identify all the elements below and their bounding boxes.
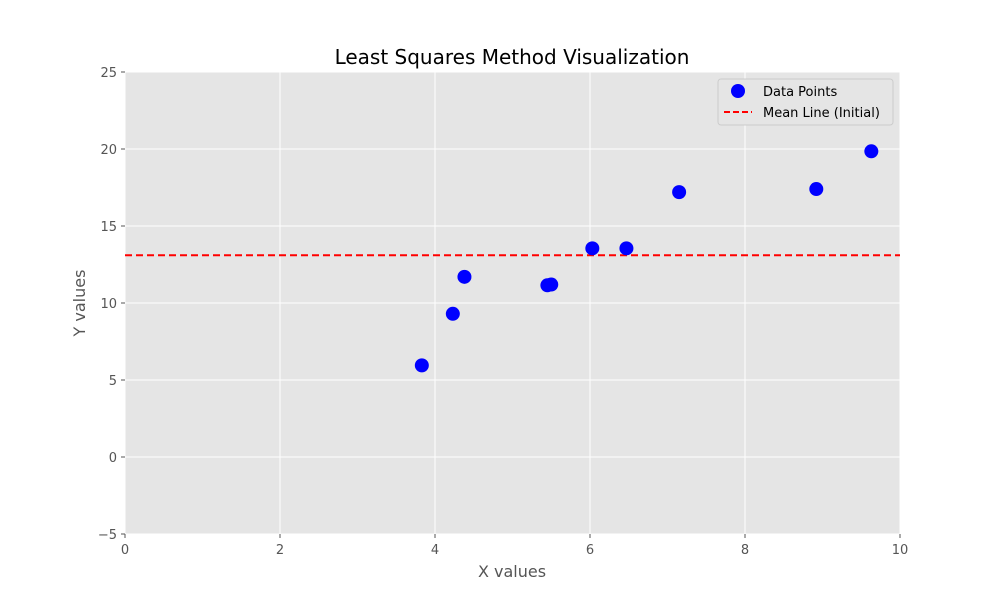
data-point bbox=[544, 277, 559, 292]
y-tick-label: 15 bbox=[100, 220, 117, 235]
data-points-layer bbox=[414, 144, 879, 373]
y-tick-label: 0 bbox=[109, 451, 117, 466]
x-tick-label: 4 bbox=[431, 543, 439, 558]
x-tick-label: 6 bbox=[586, 543, 594, 558]
data-point bbox=[457, 269, 472, 284]
data-point bbox=[414, 358, 429, 373]
tick-layer: 0 2 4 6 8 10 −5 0 5 10 15 20 25 bbox=[98, 66, 908, 558]
data-point bbox=[672, 185, 687, 200]
y-tick-label: 5 bbox=[109, 374, 117, 389]
y-tick-label: 20 bbox=[100, 143, 117, 158]
data-point bbox=[445, 306, 460, 321]
x-tick-label: 10 bbox=[892, 543, 909, 558]
legend-box bbox=[717, 78, 894, 126]
x-tick-label: 2 bbox=[276, 543, 284, 558]
chart-title: Least Squares Method Visualization bbox=[335, 45, 690, 69]
legend-label-data-points: Data Points bbox=[763, 85, 837, 100]
y-axis-label: Y values bbox=[70, 270, 89, 338]
data-point bbox=[585, 241, 600, 256]
data-point bbox=[864, 144, 879, 159]
y-tick-label: −5 bbox=[98, 528, 117, 543]
grid bbox=[124, 71, 901, 535]
y-tick-label: 10 bbox=[100, 297, 117, 312]
legend-marker-data-points bbox=[731, 84, 745, 98]
x-axis-label: X values bbox=[478, 562, 546, 581]
y-tick-label: 25 bbox=[100, 66, 117, 81]
data-point bbox=[619, 241, 634, 256]
x-tick-label: 8 bbox=[741, 543, 749, 558]
legend: Data Points Mean Line (Initial) bbox=[717, 78, 894, 126]
x-tick-label: 0 bbox=[121, 543, 129, 558]
data-point bbox=[809, 182, 824, 197]
legend-label-mean-line: Mean Line (Initial) bbox=[763, 106, 880, 121]
